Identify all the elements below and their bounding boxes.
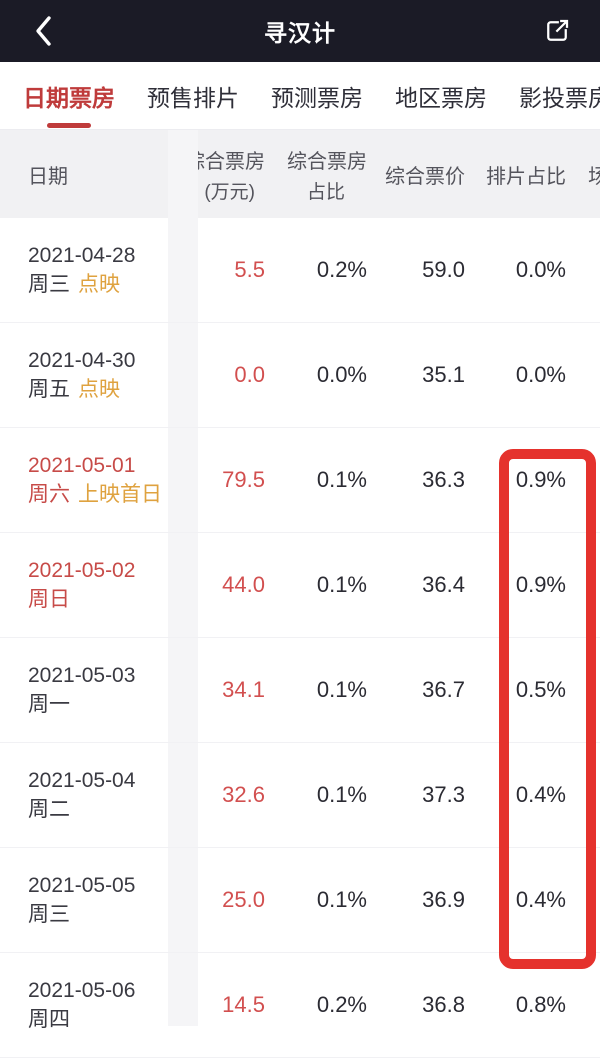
row-date: 2021-04-30	[28, 348, 136, 372]
date-cell: 2021-04-30 周五 点映	[0, 346, 168, 405]
row-screening-share: 0.9%	[515, 467, 566, 492]
row-gross-share: 0.1%	[316, 467, 367, 492]
date-cell: 2021-05-01 周六 上映首日	[0, 451, 168, 510]
column-header-clipped: 场	[588, 165, 600, 188]
row-date: 2021-05-02	[28, 558, 136, 582]
row-gross-share: 0.1%	[316, 677, 367, 702]
row-date: 2021-05-05	[28, 873, 136, 897]
row-screening-share: 0.5%	[515, 677, 566, 702]
row-screening-share: 0.8%	[515, 992, 566, 1017]
row-gross: 79.5	[222, 467, 265, 492]
date-cell: 2021-05-04 周二	[0, 766, 168, 825]
row-gross: 44.0	[222, 572, 265, 597]
tab-date-boxoffice[interactable]: 日期票房	[23, 79, 115, 113]
row-avg-price: 59.0	[422, 257, 465, 282]
column-header-gross-share: 综合票房 占比	[287, 150, 367, 203]
app-bar: 寻汉计	[0, 0, 600, 62]
row-avg-price: 36.4	[422, 572, 465, 597]
column-header-gross: 综合票房 (万元)	[185, 150, 265, 203]
row-weekday: 周二	[28, 798, 70, 821]
row-gross: 25.0	[222, 887, 265, 912]
row-weekday: 周一	[28, 693, 70, 716]
date-cell: 2021-05-06 周四	[0, 976, 168, 1035]
row-gross: 14.5	[222, 992, 265, 1017]
row-screening-share: 0.9%	[515, 572, 566, 597]
table-row: 2021-05-06 周四 14.5 0.2% 36.8 0.8%	[0, 953, 600, 1058]
fixed-column-divider	[168, 130, 198, 1026]
date-cell: 2021-05-02 周日	[0, 556, 168, 615]
table-row: 2021-04-28 周三 点映 5.5 0.2% 59.0 0.0%	[0, 218, 600, 323]
row-gross-share: 0.2%	[316, 257, 367, 282]
row-weekday: 周四	[28, 1008, 70, 1031]
column-header-date: 日期	[28, 165, 68, 188]
row-screening-share: 0.4%	[515, 782, 566, 807]
table-header: 日期 综合票房 (万元) 综合票房 占比 综合票价 排片占比 场	[0, 130, 600, 218]
row-gross-share: 0.1%	[316, 887, 367, 912]
share-button[interactable]	[540, 11, 574, 51]
row-avg-price: 36.3	[422, 467, 465, 492]
row-avg-price: 36.8	[422, 992, 465, 1017]
date-cell: 2021-05-03 周一	[0, 661, 168, 720]
date-cell: 2021-04-28 周三 点映	[0, 241, 168, 300]
row-weekday: 周六	[28, 483, 70, 506]
row-tag: 点映	[78, 378, 120, 401]
row-tag: 点映	[78, 273, 120, 296]
row-weekday: 周五	[28, 378, 70, 401]
row-gross: 32.6	[222, 782, 265, 807]
row-gross: 5.5	[234, 257, 265, 282]
row-avg-price: 37.3	[422, 782, 465, 807]
back-button[interactable]	[26, 11, 60, 51]
tab-bar: 日期票房 预售排片 预测票房 地区票房 影投票房	[0, 62, 600, 130]
tab-region[interactable]: 地区票房	[395, 84, 487, 111]
share-external-icon	[547, 19, 569, 41]
row-weekday: 周三	[28, 273, 70, 296]
row-weekday: 周日	[28, 588, 70, 611]
row-date: 2021-05-06	[28, 978, 136, 1002]
column-header-screening-share: 排片占比	[486, 165, 566, 188]
table-row: 2021-05-01 周六 上映首日 79.5 0.1% 36.3 0.9%	[0, 428, 600, 533]
row-gross-share: 0.1%	[316, 572, 367, 597]
tab-presale[interactable]: 预售排片	[147, 84, 239, 111]
tab-forecast[interactable]: 预测票房	[271, 84, 363, 111]
row-date: 2021-05-04	[28, 768, 136, 792]
table-row: 2021-05-02 周日 44.0 0.1% 36.4 0.9%	[0, 533, 600, 638]
table-body[interactable]: 2021-04-28 周三 点映 5.5 0.2% 59.0 0.0% 2021…	[0, 218, 600, 1058]
row-gross-share: 0.2%	[316, 992, 367, 1017]
page-title: 寻汉计	[264, 20, 336, 46]
row-avg-price: 36.7	[422, 677, 465, 702]
row-gross: 0.0	[234, 362, 265, 387]
row-gross-share: 0.0%	[316, 362, 367, 387]
tab-cinema-investor[interactable]: 影投票房	[519, 84, 600, 111]
chevron-left-icon	[36, 16, 51, 46]
row-gross: 34.1	[222, 677, 265, 702]
row-screening-share: 0.0%	[515, 257, 566, 282]
row-avg-price: 36.9	[422, 887, 465, 912]
table-row: 2021-05-05 周三 25.0 0.1% 36.9 0.4%	[0, 848, 600, 953]
table-row: 2021-04-30 周五 点映 0.0 0.0% 35.1 0.0%	[0, 323, 600, 428]
table-row: 2021-05-04 周二 32.6 0.1% 37.3 0.4%	[0, 743, 600, 848]
row-gross-share: 0.1%	[316, 782, 367, 807]
table-row: 2021-05-03 周一 34.1 0.1% 36.7 0.5%	[0, 638, 600, 743]
row-weekday: 周三	[28, 903, 70, 926]
date-cell: 2021-05-05 周三	[0, 871, 168, 930]
row-date: 2021-05-03	[28, 663, 136, 687]
row-date: 2021-05-01	[28, 453, 136, 477]
row-avg-price: 35.1	[422, 362, 465, 387]
row-screening-share: 0.4%	[515, 887, 566, 912]
column-header-avg-price: 综合票价	[385, 165, 465, 188]
row-screening-share: 0.0%	[515, 362, 566, 387]
row-date: 2021-04-28	[28, 243, 136, 267]
row-tag: 上映首日	[78, 483, 162, 506]
